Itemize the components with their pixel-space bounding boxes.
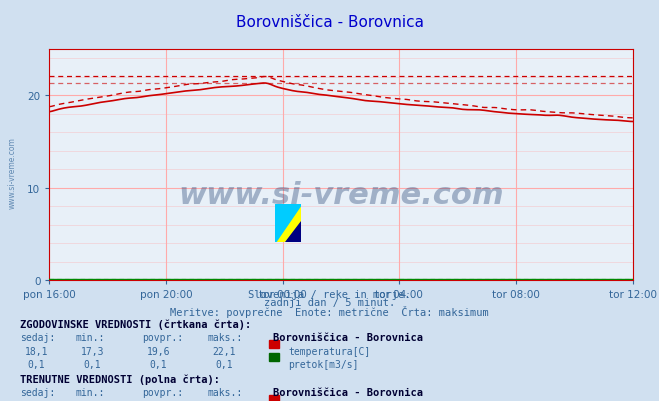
Text: Meritve: povprečne  Enote: metrične  Črta: maksimum: Meritve: povprečne Enote: metrične Črta:… <box>170 306 489 318</box>
Text: 0,1: 0,1 <box>84 359 101 369</box>
Text: Borovniščica - Borovnica: Borovniščica - Borovnica <box>273 387 424 397</box>
Text: Slovenija / reke in morje.: Slovenija / reke in morje. <box>248 290 411 300</box>
Text: ZGODOVINSKE VREDNOSTI (črtkana črta):: ZGODOVINSKE VREDNOSTI (črtkana črta): <box>20 319 251 329</box>
Text: 0,1: 0,1 <box>215 359 233 369</box>
Text: TRENUTNE VREDNOSTI (polna črta):: TRENUTNE VREDNOSTI (polna črta): <box>20 374 219 384</box>
Text: min.:: min.: <box>76 332 105 342</box>
Bar <box>269 353 279 361</box>
Text: sedaj:: sedaj: <box>20 387 55 397</box>
Text: povpr.:: povpr.: <box>142 332 183 342</box>
Text: Borovniščica - Borovnica: Borovniščica - Borovnica <box>235 15 424 30</box>
Text: www.si-vreme.com: www.si-vreme.com <box>178 181 504 210</box>
Text: 19,6: 19,6 <box>146 346 170 356</box>
Text: 18,1: 18,1 <box>24 346 48 356</box>
Text: 0,1: 0,1 <box>150 359 167 369</box>
Text: povpr.:: povpr.: <box>142 387 183 397</box>
Text: min.:: min.: <box>76 387 105 397</box>
Text: pretok[m3/s]: pretok[m3/s] <box>288 359 358 369</box>
Text: 17,3: 17,3 <box>80 346 104 356</box>
Polygon shape <box>275 205 301 243</box>
Bar <box>269 395 279 401</box>
Polygon shape <box>275 205 301 243</box>
Polygon shape <box>285 222 301 243</box>
Text: www.si-vreme.com: www.si-vreme.com <box>8 137 17 208</box>
Text: maks.:: maks.: <box>208 332 243 342</box>
Text: Borovniščica - Borovnica: Borovniščica - Borovnica <box>273 332 424 342</box>
Bar <box>269 340 279 348</box>
Text: 22,1: 22,1 <box>212 346 236 356</box>
Text: zadnji dan / 5 minut.: zadnji dan / 5 minut. <box>264 298 395 308</box>
Text: maks.:: maks.: <box>208 387 243 397</box>
Text: 0,1: 0,1 <box>28 359 45 369</box>
Text: temperatura[C]: temperatura[C] <box>288 346 370 356</box>
Text: sedaj:: sedaj: <box>20 332 55 342</box>
